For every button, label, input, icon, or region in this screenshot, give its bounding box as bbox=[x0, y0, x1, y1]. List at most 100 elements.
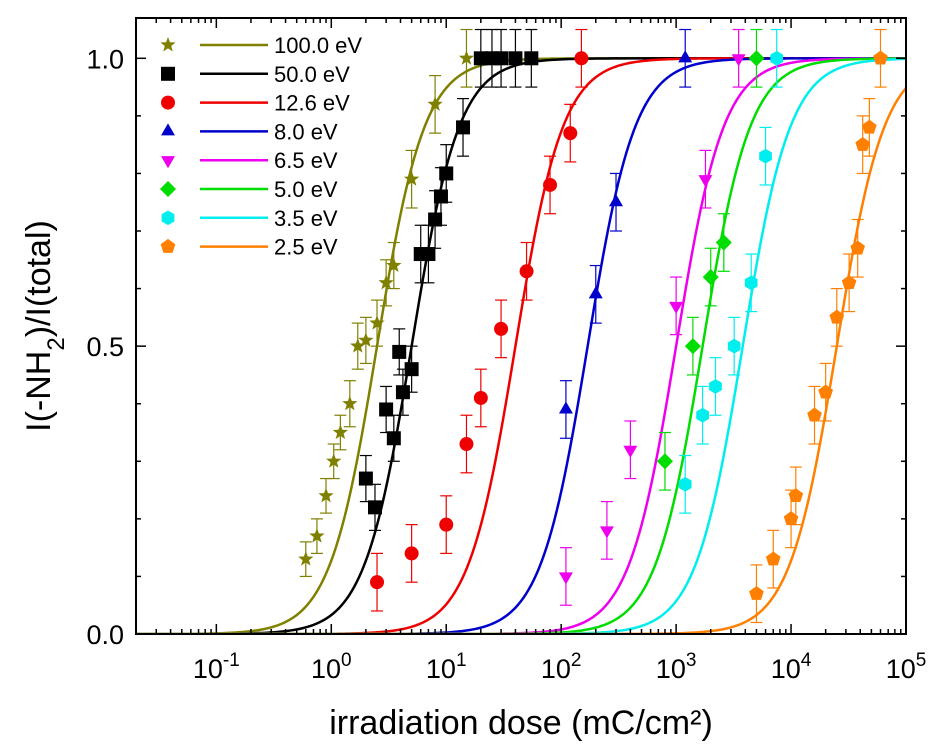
fit-curve-7 bbox=[136, 87, 906, 634]
data-point-5-1 bbox=[684, 338, 701, 355]
data-point-1-1 bbox=[367, 500, 382, 515]
data-point-5-4 bbox=[748, 50, 765, 67]
x-tick-label: 101 bbox=[426, 650, 467, 684]
data-point-6-3 bbox=[727, 338, 741, 354]
data-point-1-11 bbox=[439, 166, 454, 181]
data-point-6-0 bbox=[678, 476, 692, 492]
legend-entry: 5.0 eV bbox=[159, 177, 338, 202]
y-axis-label: I(-NH2)/I(total) bbox=[20, 220, 70, 432]
legend-entry: 2.5 eV bbox=[160, 235, 338, 260]
x-tick-label: 102 bbox=[541, 650, 582, 684]
legend-marker bbox=[161, 95, 175, 110]
legend-entry: 8.0 eV bbox=[161, 119, 338, 144]
data-point-7-5 bbox=[818, 384, 833, 399]
data-point-2-6 bbox=[519, 264, 534, 279]
data-point-2-0 bbox=[370, 575, 385, 590]
data-point-2-9 bbox=[574, 51, 589, 66]
data-point-4-1 bbox=[599, 526, 614, 539]
data-point-5-2 bbox=[702, 269, 719, 286]
data-point-0-6 bbox=[350, 338, 366, 353]
data-point-2-8 bbox=[563, 126, 578, 141]
legend-label: 3.5 eV bbox=[274, 206, 338, 231]
data-point-6-5 bbox=[759, 148, 772, 164]
data-point-1-5 bbox=[395, 385, 410, 400]
data-point-1-12 bbox=[456, 120, 471, 135]
x-tick-label: 104 bbox=[771, 650, 812, 684]
data-point-7-8 bbox=[850, 240, 866, 255]
data-point-0-4 bbox=[332, 424, 349, 440]
data-point-7-10 bbox=[862, 119, 877, 134]
data-point-7-2 bbox=[783, 511, 799, 526]
data-point-6-2 bbox=[709, 379, 722, 394]
data-point-6-1 bbox=[696, 407, 709, 423]
data-point-7-4 bbox=[807, 407, 822, 422]
data-point-1-8 bbox=[421, 247, 436, 262]
data-point-1-4 bbox=[392, 344, 407, 359]
legend-marker bbox=[161, 156, 175, 169]
legend-label: 5.0 eV bbox=[274, 177, 338, 202]
data-point-1-9 bbox=[428, 212, 443, 227]
data-point-7-3 bbox=[788, 488, 804, 503]
data-point-7-11 bbox=[873, 50, 888, 65]
legend-marker bbox=[160, 238, 176, 253]
data-point-0-11 bbox=[403, 171, 420, 186]
y-tick-label: 1.0 bbox=[86, 44, 124, 74]
x-tick-label: 100 bbox=[311, 650, 352, 684]
data-point-2-1 bbox=[404, 546, 419, 561]
data-point-2-3 bbox=[459, 437, 474, 452]
legend-label: 6.5 eV bbox=[274, 148, 338, 173]
data-point-5-3 bbox=[715, 234, 732, 251]
data-point-4-5 bbox=[731, 54, 746, 67]
data-point-0-1 bbox=[309, 528, 325, 543]
data-point-0-13 bbox=[458, 50, 475, 65]
data-point-6-6 bbox=[770, 50, 784, 66]
plot-frame bbox=[135, 17, 907, 635]
data-point-1-16 bbox=[508, 51, 523, 66]
data-point-0-8 bbox=[369, 315, 385, 330]
legend-entry: 50.0 eV bbox=[161, 62, 350, 87]
data-point-7-1 bbox=[765, 551, 781, 566]
data-point-3-3 bbox=[678, 50, 693, 63]
data-point-0-0 bbox=[298, 551, 314, 566]
data-point-5-0 bbox=[656, 453, 674, 470]
legend-marker bbox=[161, 123, 175, 136]
error-bars bbox=[299, 28, 887, 624]
legend-label: 12.6 eV bbox=[274, 91, 350, 116]
data-point-2-4 bbox=[473, 390, 488, 405]
data-point-0-12 bbox=[427, 96, 443, 111]
legend-entry: 6.5 eV bbox=[161, 148, 338, 173]
y-tick-label: 0.5 bbox=[86, 332, 124, 362]
data-point-2-5 bbox=[494, 321, 509, 336]
legend-label: 2.5 eV bbox=[274, 235, 338, 260]
legend-label: 100.0 eV bbox=[274, 33, 362, 58]
legend-label: 50.0 eV bbox=[274, 62, 350, 87]
data-point-7-9 bbox=[855, 136, 871, 151]
data-point-1-15 bbox=[494, 51, 509, 66]
data-point-0-3 bbox=[326, 453, 342, 468]
x-tick-label: 105 bbox=[886, 650, 927, 684]
legend-marker bbox=[160, 36, 176, 52]
data-point-4-0 bbox=[558, 572, 573, 585]
data-point-1-6 bbox=[404, 362, 419, 377]
data-point-1-2 bbox=[379, 402, 394, 417]
axes: 10-1 100 101 102 103 104 105 0.0 0.5 1.0 bbox=[86, 18, 926, 684]
data-point-0-10 bbox=[386, 257, 402, 273]
legend-label: 8.0 eV bbox=[274, 119, 338, 144]
legend-marker bbox=[161, 210, 175, 226]
data-point-2-7 bbox=[543, 177, 558, 192]
data-point-3-2 bbox=[609, 194, 623, 207]
legend-marker bbox=[159, 180, 177, 198]
data-point-2-2 bbox=[439, 517, 454, 532]
data-point-6-4 bbox=[744, 275, 758, 291]
data-point-0-7 bbox=[358, 332, 374, 347]
y-tick-label: 0.0 bbox=[86, 620, 124, 650]
legend-entry: 100.0 eV bbox=[160, 33, 362, 58]
data-points bbox=[298, 50, 888, 600]
data-point-4-4 bbox=[698, 175, 713, 188]
data-point-7-6 bbox=[829, 309, 845, 324]
data-point-1-3 bbox=[386, 431, 401, 446]
legend-marker bbox=[161, 66, 175, 81]
data-point-1-17 bbox=[524, 51, 539, 66]
